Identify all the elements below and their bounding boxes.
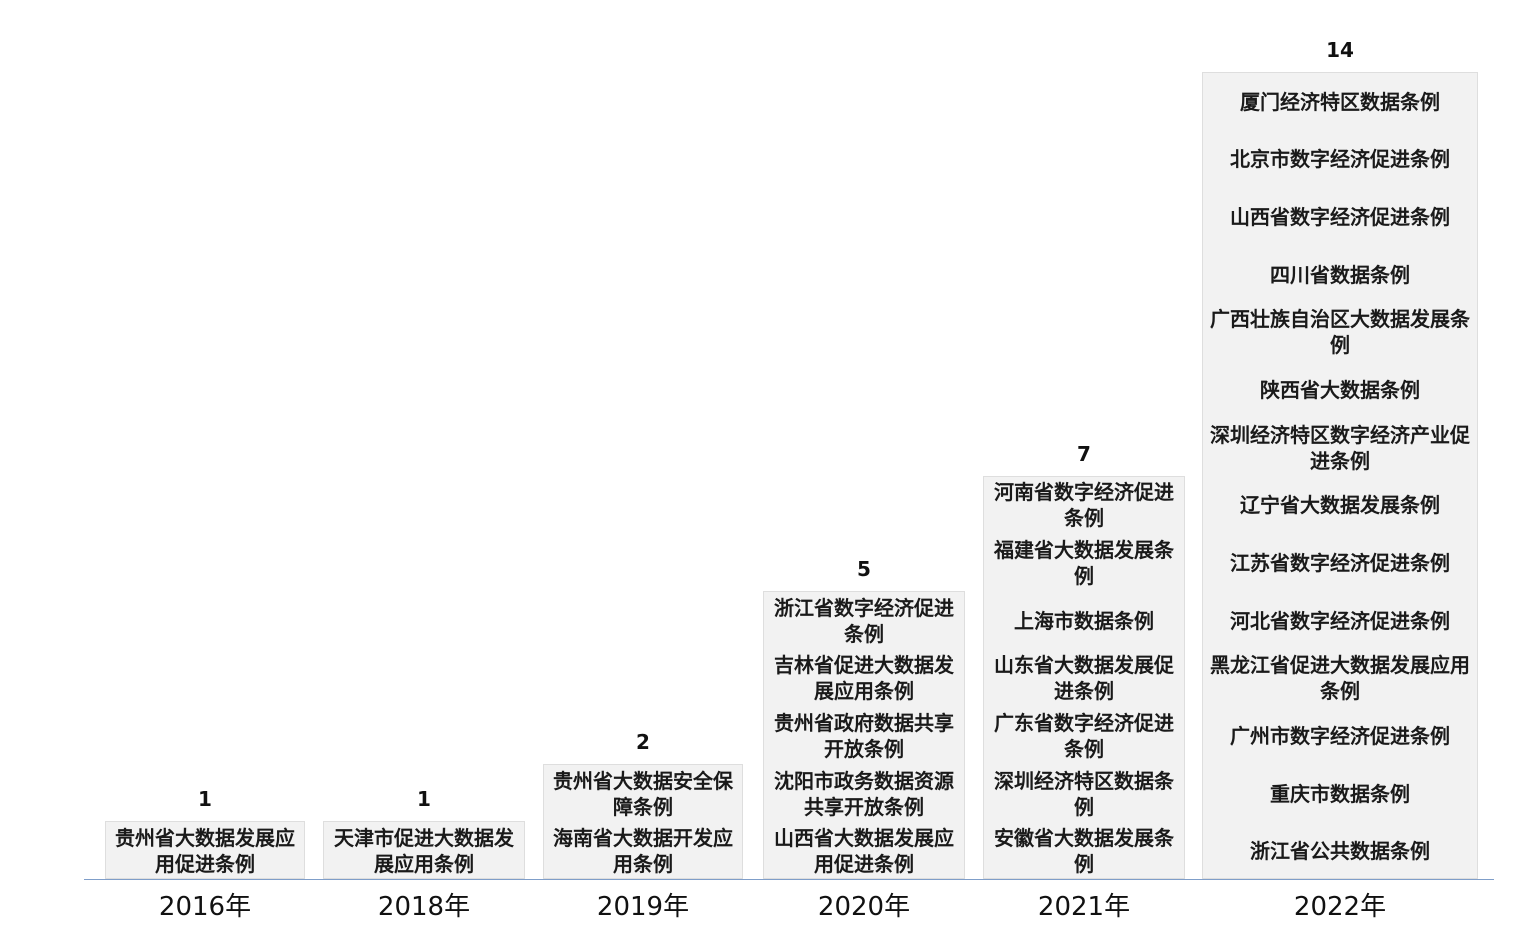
bar-2: 贵州省大数据安全保障条例 海南省大数据开发应用条例 <box>543 763 743 879</box>
bar-item-label: 厦门经济特区数据条例 <box>1240 89 1440 114</box>
bar-4: 河南省数字经济促进条例 福建省大数据发展条例上海市数据条例山东省大数据发展促进条例… <box>983 475 1185 879</box>
bar-1: 天津市促进大数据发展应用条例 <box>323 821 525 879</box>
bar-item-label: 上海市数据条例 <box>1014 608 1154 633</box>
bar-item-label: 重庆市数据条例 <box>1270 781 1410 806</box>
bar-item-label: 广东省数字经济促进条例 <box>994 710 1174 761</box>
bar-item-label: 深圳经济特区数据条例 <box>994 768 1174 819</box>
bar-item-label: 贵州省政府数据共享开放条例 <box>774 710 954 761</box>
bar-item-label: 吉林省促进大数据发展应用条例 <box>774 653 954 704</box>
bar-item-label: 黑龙江省促进大数据发展应用条例 <box>1210 653 1470 704</box>
bar-value-label: 2 <box>636 729 650 754</box>
bar-item-label: 贵州省大数据安全保障条例 <box>553 768 733 819</box>
bar-item-label: 四川省数据条例 <box>1270 262 1410 287</box>
bar-item-label: 辽宁省大数据发展条例 <box>1240 493 1440 518</box>
bar-value-label: 1 <box>198 787 212 812</box>
bar-item-label: 山东省大数据发展促进条例 <box>994 653 1174 704</box>
bar-0: 贵州省大数据发展应用促进条例 <box>105 821 305 879</box>
bar-item-label: 江苏省数字经济促进条例 <box>1230 550 1450 575</box>
bar-item-label: 山西省数字经济促进条例 <box>1230 205 1450 230</box>
x-axis-line <box>84 879 1494 880</box>
x-tick-label: 2022年 <box>1293 892 1387 922</box>
bar-item-label: 福建省大数据发展条例 <box>994 537 1174 588</box>
bar-5: 厦门经济特区数据条例 北京市数字经济促进条例 山西省数字经济促进条例 四川省数据条例广… <box>1202 72 1478 879</box>
x-tick-label: 2016年 <box>158 892 252 922</box>
bar-value-label: 7 <box>1077 441 1091 466</box>
bar-item-label: 贵州省大数据发展应用促进条例 <box>115 826 295 877</box>
bar-item-label: 北京市数字经济促进条例 <box>1230 147 1450 172</box>
bar-3: 浙江省数字经济促进条例 吉林省促进大数据发展应用条例 贵州省政府数据共享开放条例 沈阳… <box>763 590 965 879</box>
bar-item-label: 天津市促进大数据发展应用条例 <box>334 826 514 877</box>
bar-value-label: 14 <box>1326 38 1354 62</box>
x-tick-label: 2019年 <box>596 892 690 922</box>
bar-value-label: 5 <box>857 556 871 581</box>
bar-item-label: 深圳经济特区数字经济产业促进条例 <box>1210 422 1470 473</box>
bar-item-label: 山西省大数据发展应用促进条例 <box>774 826 954 877</box>
bar-item-label: 河南省数字经济促进条例 <box>994 480 1174 531</box>
bar-item-label: 海南省大数据开发应用条例 <box>553 826 733 877</box>
bar-item-label: 安徽省大数据发展条例 <box>994 826 1174 877</box>
bar-item-label: 广西壮族自治区大数据发展条例 <box>1210 307 1470 358</box>
bar-item-label: 陕西省大数据条例 <box>1260 378 1420 403</box>
bar-item-label: 广州市数字经济促进条例 <box>1230 723 1450 748</box>
bar-item-label: 沈阳市政务数据资源共享开放条例 <box>774 768 954 819</box>
bar-value-label: 1 <box>417 787 431 812</box>
bar-item-label: 浙江省公共数据条例 <box>1250 839 1430 864</box>
x-tick-label: 2018年 <box>377 892 471 922</box>
bar-item-label: 河北省数字经济促进条例 <box>1230 608 1450 633</box>
bar-item-label: 浙江省数字经济促进条例 <box>774 595 954 646</box>
x-tick-label: 2020年 <box>817 892 911 922</box>
x-tick-label: 2021年 <box>1037 892 1131 922</box>
